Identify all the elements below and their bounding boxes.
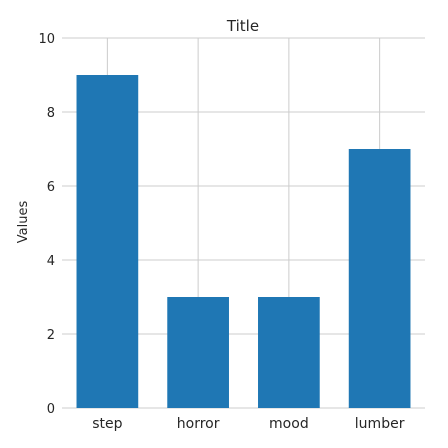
y-tick-label: 6 bbox=[47, 180, 55, 195]
y-tick-label: 4 bbox=[47, 254, 55, 269]
bar-mood bbox=[258, 297, 320, 408]
y-tick-label: 0 bbox=[47, 402, 55, 417]
x-tick-label: step bbox=[92, 416, 122, 432]
bar-lumber bbox=[348, 149, 411, 408]
bars bbox=[76, 75, 411, 408]
y-tick-label: 2 bbox=[47, 328, 55, 343]
chart-title: Title bbox=[226, 17, 259, 35]
x-tick-label: lumber bbox=[355, 416, 405, 432]
bar-step bbox=[76, 75, 139, 408]
x-tick-label: horror bbox=[177, 416, 220, 432]
bar-horror bbox=[167, 297, 229, 408]
x-tick-label: mood bbox=[269, 416, 309, 432]
y-axis-title: Values bbox=[16, 201, 31, 244]
y-tick-label: 8 bbox=[47, 106, 55, 121]
y-tick-label: 10 bbox=[38, 32, 55, 47]
x-category-labels: step horror mood lumber bbox=[92, 416, 404, 432]
y-tick-labels: 0 2 4 6 8 10 bbox=[38, 32, 55, 417]
